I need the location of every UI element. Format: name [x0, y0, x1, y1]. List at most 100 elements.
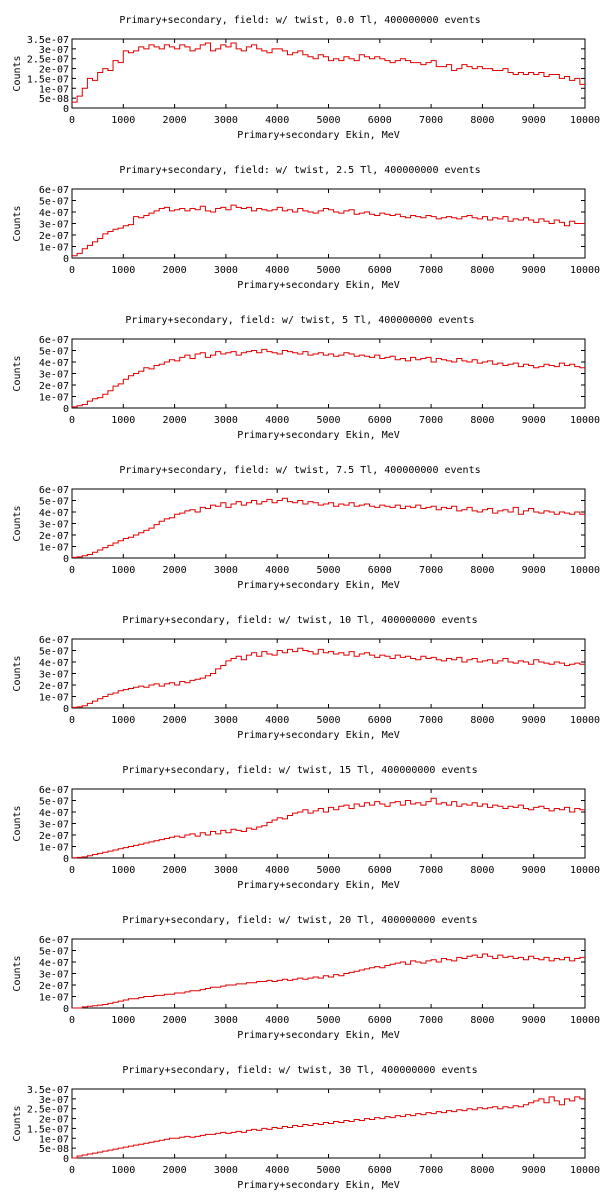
- x-tick-label: 8000: [470, 415, 494, 426]
- plot-frame: [71, 488, 586, 559]
- x-tick-label: 5000: [316, 565, 340, 576]
- plot-frame: [71, 188, 586, 259]
- x-axis-label: Primary+secondary Ekin, MeV: [237, 1030, 400, 1041]
- y-tick-label: 6e-07: [39, 635, 69, 646]
- x-tick-label: 7000: [419, 865, 443, 876]
- x-tick-label: 7000: [419, 115, 443, 126]
- x-tick-label: 3000: [214, 865, 238, 876]
- x-tick-label: 1000: [111, 1015, 135, 1026]
- chart-title: Primary+secondary, field: w/ twist, 5 Tl…: [125, 315, 474, 326]
- x-tick-label: 3000: [214, 1015, 238, 1026]
- x-tick-label: 4000: [265, 415, 289, 426]
- y-tick-label: 2e-07: [39, 65, 69, 76]
- x-tick-label: 2000: [163, 115, 187, 126]
- y-axis-label: Counts: [12, 1105, 23, 1141]
- y-tick-label: 3.5e-07: [27, 35, 69, 46]
- x-axis-label: Primary+secondary Ekin, MeV: [237, 430, 400, 441]
- chart-panel-2: Primary+secondary, field: w/ twist, 5 Tl…: [12, 315, 600, 441]
- y-tick-label: 4e-07: [39, 358, 69, 369]
- x-tick-label: 4000: [265, 1015, 289, 1026]
- x-axis-label: Primary+secondary Ekin, MeV: [237, 730, 400, 741]
- x-tick-label: 3000: [214, 715, 238, 726]
- x-tick-label: 2000: [163, 415, 187, 426]
- x-tick-label: 2000: [163, 865, 187, 876]
- y-tick-label: 5e-08: [39, 94, 69, 105]
- y-tick-label: 4e-07: [39, 808, 69, 819]
- x-tick-label: 5000: [316, 1015, 340, 1026]
- x-tick-label: 10000: [570, 1015, 600, 1026]
- x-tick-label: 8000: [470, 565, 494, 576]
- x-tick-label: 3000: [214, 415, 238, 426]
- y-tick-label: 3e-07: [39, 520, 69, 531]
- y-tick-label: 6e-07: [39, 785, 69, 796]
- chart-panel-7: Primary+secondary, field: w/ twist, 30 T…: [12, 1065, 600, 1191]
- y-axis-label: Counts: [12, 205, 23, 241]
- x-tick-label: 8000: [470, 115, 494, 126]
- y-axis-label: Counts: [12, 655, 23, 691]
- y-tick-label: 0: [63, 1154, 69, 1165]
- y-tick-label: 4e-07: [39, 208, 69, 219]
- histogram-line: [72, 348, 585, 408]
- y-tick-label: 0: [63, 854, 69, 865]
- x-tick-label: 0: [69, 415, 75, 426]
- y-axis-label: Counts: [12, 355, 23, 391]
- x-tick-label: 2000: [163, 1015, 187, 1026]
- chart-panel-3: Primary+secondary, field: w/ twist, 7.5 …: [12, 465, 600, 591]
- y-tick-label: 5e-07: [39, 647, 69, 658]
- x-tick-label: 1000: [111, 865, 135, 876]
- y-tick-label: 2e-07: [39, 981, 69, 992]
- x-tick-label: 6000: [368, 1165, 392, 1176]
- x-tick-label: 6000: [368, 115, 392, 126]
- x-axis-label: Primary+secondary Ekin, MeV: [237, 580, 400, 591]
- y-axis-label: Counts: [12, 805, 23, 841]
- y-tick-label: 3e-07: [39, 370, 69, 381]
- y-tick-label: 3e-07: [39, 220, 69, 231]
- y-tick-label: 3.5e-07: [27, 1085, 69, 1096]
- x-axis-label: Primary+secondary Ekin, MeV: [237, 880, 400, 891]
- x-tick-label: 6000: [368, 865, 392, 876]
- y-tick-label: 3e-07: [39, 1095, 69, 1106]
- x-tick-label: 8000: [470, 715, 494, 726]
- y-axis-label: Counts: [12, 505, 23, 541]
- x-tick-label: 4000: [265, 115, 289, 126]
- x-tick-label: 9000: [522, 1165, 546, 1176]
- chart-title: Primary+secondary, field: w/ twist, 0.0 …: [119, 15, 480, 26]
- y-tick-label: 6e-07: [39, 335, 69, 346]
- x-axis-label: Primary+secondary Ekin, MeV: [237, 280, 400, 291]
- x-tick-label: 7000: [419, 715, 443, 726]
- y-tick-label: 2.5e-07: [27, 1105, 69, 1116]
- y-tick-label: 1e-07: [39, 993, 69, 1004]
- y-tick-label: 2e-07: [39, 531, 69, 542]
- x-tick-label: 10000: [570, 265, 600, 276]
- chart-panel-4: Primary+secondary, field: w/ twist, 10 T…: [12, 615, 600, 741]
- y-tick-label: 4e-07: [39, 958, 69, 969]
- y-tick-label: 0: [63, 554, 69, 565]
- y-tick-label: 2e-07: [39, 231, 69, 242]
- x-tick-label: 1000: [111, 415, 135, 426]
- chart-panel-1: Primary+secondary, field: w/ twist, 2.5 …: [12, 165, 600, 291]
- y-tick-label: 1e-07: [39, 243, 69, 254]
- x-tick-label: 5000: [316, 865, 340, 876]
- y-tick-label: 1e-07: [39, 543, 69, 554]
- chart-panel-5: Primary+secondary, field: w/ twist, 15 T…: [12, 765, 600, 891]
- y-tick-label: 1e-07: [39, 693, 69, 704]
- y-tick-label: 2e-07: [39, 1115, 69, 1126]
- x-tick-label: 10000: [570, 715, 600, 726]
- histogram-line: [72, 42, 585, 103]
- plot-frame: [71, 638, 586, 709]
- x-tick-label: 4000: [265, 715, 289, 726]
- chart-title: Primary+secondary, field: w/ twist, 20 T…: [122, 915, 477, 926]
- x-tick-label: 8000: [470, 1165, 494, 1176]
- y-tick-label: 6e-07: [39, 935, 69, 946]
- x-tick-label: 2000: [163, 265, 187, 276]
- y-tick-label: 4e-07: [39, 658, 69, 669]
- plot-frame: [71, 338, 586, 409]
- chart-title: Primary+secondary, field: w/ twist, 15 T…: [122, 765, 477, 776]
- x-tick-label: 6000: [368, 265, 392, 276]
- y-tick-label: 4e-07: [39, 508, 69, 519]
- histogram-line: [72, 1096, 585, 1159]
- x-tick-label: 5000: [316, 115, 340, 126]
- x-tick-label: 3000: [214, 115, 238, 126]
- chart-title: Primary+secondary, field: w/ twist, 30 T…: [122, 1065, 477, 1076]
- x-tick-label: 1000: [111, 265, 135, 276]
